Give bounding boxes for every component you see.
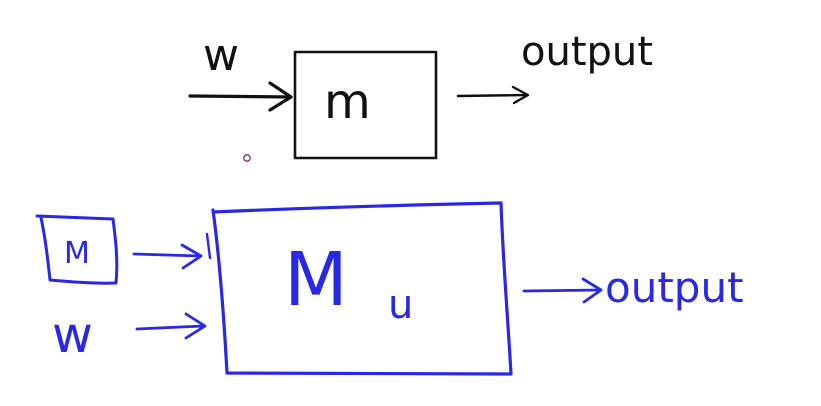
bottom-output-label: output	[605, 263, 744, 312]
bottom-input-box	[35, 214, 119, 285]
top-block	[293, 50, 438, 160]
bottom-block-tick	[205, 232, 212, 260]
top-output-label: output	[521, 29, 653, 75]
bottom-top-arrow	[132, 243, 203, 270]
bottom-block	[211, 201, 513, 376]
top-input-arrow	[188, 81, 293, 112]
bottom-output-arrow	[522, 277, 603, 304]
top-input-label: w	[203, 30, 239, 81]
stray-dot	[243, 154, 251, 162]
bottom-block-label: M	[284, 237, 348, 323]
bottom-block-subscript: u	[388, 282, 413, 328]
top-output-arrow	[456, 85, 530, 105]
top-block-label-text: m	[324, 74, 371, 130]
top-diagram: w m output	[188, 29, 653, 160]
bottom-input-label: w	[52, 306, 93, 364]
top-block-label: m	[324, 74, 371, 130]
bottom-w-arrow	[135, 312, 207, 340]
bottom-input-box-label: M	[64, 236, 90, 271]
bottom-diagram: M w M u output	[35, 201, 744, 376]
